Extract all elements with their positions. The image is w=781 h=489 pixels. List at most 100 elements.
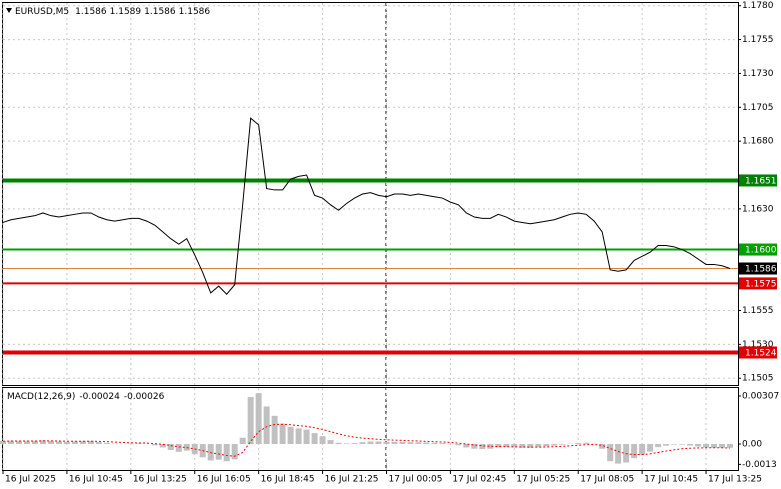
histogram-bar — [175, 444, 182, 452]
histogram-bar — [639, 444, 646, 455]
histogram-bar — [719, 444, 726, 448]
histogram-bar — [655, 444, 662, 448]
histogram-bar — [159, 444, 166, 448]
histogram-bar — [287, 426, 294, 445]
histogram-bar — [647, 444, 654, 452]
histogram-bar — [271, 415, 278, 445]
histogram-bar — [431, 442, 438, 445]
histogram-bar — [239, 437, 246, 445]
y-tick-label: 1.1555 — [742, 306, 774, 316]
y-tick-label: 1.1530 — [742, 340, 774, 350]
histogram-bar — [279, 423, 286, 445]
histogram-bar — [375, 441, 382, 445]
histogram-bar — [79, 441, 86, 445]
histogram-bar — [335, 442, 342, 445]
histogram-bar — [615, 444, 622, 464]
histogram-bar — [423, 442, 430, 445]
ohlc-value: 1.1586 — [144, 7, 176, 17]
histogram-bar — [31, 440, 38, 445]
histogram-bar — [71, 441, 78, 445]
histogram-bar — [215, 444, 222, 460]
chart-title: EURUSD,M5 — [15, 7, 69, 17]
histogram-bar — [47, 440, 54, 445]
histogram-bar — [463, 444, 470, 448]
level-tag — [739, 174, 777, 187]
signal-value: -0.00026 — [124, 392, 165, 402]
histogram-bar — [103, 443, 110, 445]
level-label: 1.1575 — [745, 279, 777, 289]
histogram-bar — [487, 444, 494, 449]
histogram-bar — [711, 444, 718, 448]
x-tick-label: 16 Jul 10:45 — [69, 475, 123, 485]
x-tick-label: 16 Jul 13:25 — [133, 475, 187, 485]
histogram-bar — [415, 442, 422, 445]
y-tick-label: 1.1505 — [742, 374, 774, 384]
x-tick-label: 17 Jul 13:25 — [708, 475, 762, 485]
histogram-bar — [671, 444, 678, 445]
x-tick-label: 17 Jul 05:25 — [516, 475, 570, 485]
histogram-bar — [543, 444, 550, 447]
x-tick-label: 16 Jul 2025 — [5, 475, 56, 485]
ohlc-value: 1.1586 — [75, 7, 107, 17]
histogram-bar — [551, 444, 558, 446]
level-label: 1.1586 — [745, 265, 777, 275]
histogram-bar — [255, 393, 262, 445]
x-tick-label: 17 Jul 02:45 — [452, 475, 506, 485]
histogram-bar — [263, 406, 270, 445]
histogram-bar — [607, 444, 614, 462]
x-tick-label: 16 Jul 21:25 — [325, 475, 379, 485]
y-tick-label: 1.1730 — [742, 69, 774, 79]
histogram-bar — [0, 440, 6, 445]
histogram-bar — [391, 441, 398, 445]
ohlc-value: 1.1589 — [110, 7, 142, 17]
histogram-bar — [407, 442, 414, 445]
level-label: 1.1651 — [745, 176, 777, 186]
macd-header: MACD(12,26,9) -0.00024 -0.00026 — [7, 392, 165, 402]
histogram-bar — [319, 436, 326, 445]
histogram-bar — [383, 441, 390, 445]
histogram-bar — [703, 444, 710, 448]
histogram-bar — [495, 444, 502, 448]
x-tick-label: 16 Jul 16:05 — [197, 475, 251, 485]
y-tick-label: 0.00307 — [742, 391, 779, 401]
histogram-bar — [151, 444, 158, 446]
y-tick-label: 1.1705 — [742, 103, 774, 113]
histogram-bar — [231, 444, 238, 460]
histogram-bar — [303, 429, 310, 445]
histogram-bar — [535, 444, 542, 448]
menu-triangle — [6, 8, 12, 13]
histogram-bar — [351, 443, 358, 445]
histogram-bar — [575, 443, 582, 445]
x-tick-label: 17 Jul 08:05 — [580, 475, 634, 485]
histogram-bar — [367, 441, 374, 445]
histogram-bar — [95, 442, 102, 445]
y-tick-label: 1.1780 — [742, 1, 774, 11]
histogram-bar — [727, 444, 734, 448]
y-tick-label: 1.1680 — [742, 137, 774, 147]
histogram-bar — [399, 441, 406, 445]
histogram-bar — [7, 440, 14, 445]
histogram-bar — [455, 444, 462, 446]
x-tick-label: 17 Jul 00:05 — [388, 475, 442, 485]
histogram-bar — [311, 433, 318, 445]
histogram-bar — [15, 440, 22, 445]
x-tick-label: 16 Jul 18:45 — [261, 475, 315, 485]
macd-title: MACD(12,26,9) — [7, 392, 75, 402]
histogram-bar — [503, 444, 510, 448]
histogram-bar — [39, 440, 46, 445]
histogram-bar — [343, 443, 350, 445]
level-tag — [739, 277, 777, 290]
y-tick-label: 1.1755 — [742, 35, 774, 45]
histogram-bar — [359, 442, 366, 445]
signal-line — [2, 423, 731, 457]
histogram-bar — [527, 444, 534, 448]
y-tick-label: 0.00 — [742, 440, 762, 450]
histogram-bar — [135, 443, 142, 445]
histogram-bar — [63, 441, 70, 445]
x-tick-label: 17 Jul 10:45 — [644, 475, 698, 485]
level-tag — [739, 346, 777, 359]
y-tick-label: 1.1630 — [742, 204, 774, 214]
